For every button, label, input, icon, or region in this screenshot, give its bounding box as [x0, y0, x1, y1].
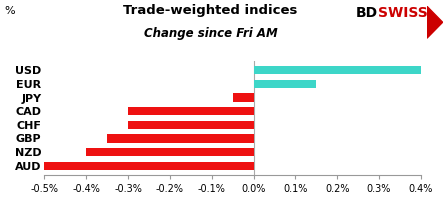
Polygon shape: [427, 6, 443, 38]
Text: Change since Fri AM: Change since Fri AM: [144, 27, 277, 40]
Text: %: %: [4, 6, 15, 16]
Bar: [254, 66, 421, 74]
Text: BD: BD: [356, 6, 378, 20]
Bar: [128, 121, 254, 129]
Bar: [254, 80, 316, 88]
Bar: [233, 93, 254, 102]
Text: SWISS: SWISS: [378, 6, 427, 20]
Text: Trade-weighted indices: Trade-weighted indices: [123, 4, 298, 17]
Bar: [44, 162, 254, 170]
Bar: [86, 148, 254, 156]
Bar: [128, 107, 254, 115]
Bar: [107, 134, 254, 143]
